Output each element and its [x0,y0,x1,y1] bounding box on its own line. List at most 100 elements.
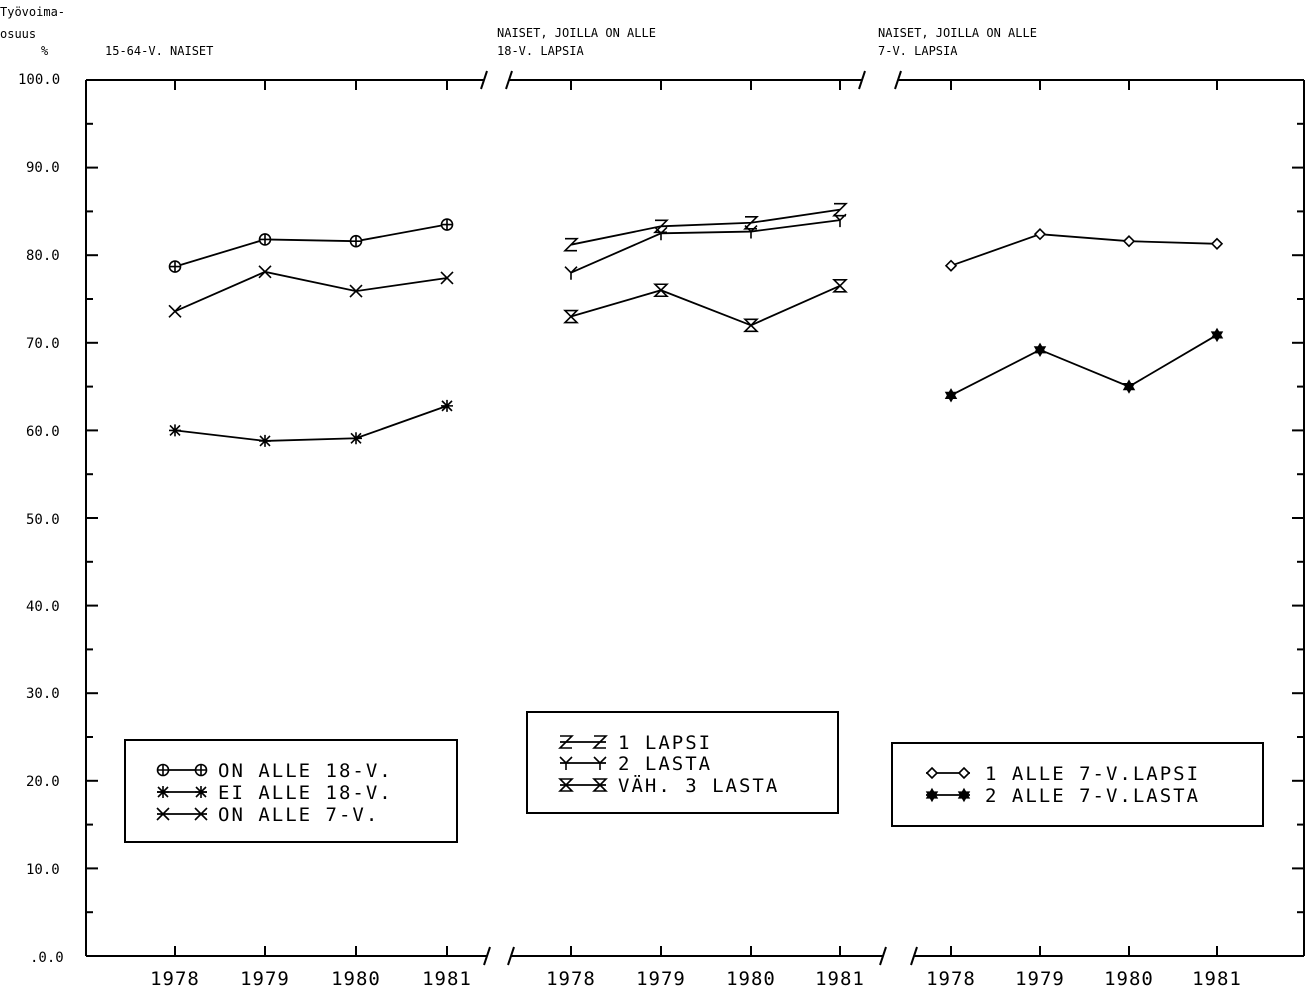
marker-x [156,807,170,821]
marker-Z [563,237,579,252]
y-tick-label: 70.0 [26,336,60,352]
marker-star [925,791,939,803]
marker-x [440,271,454,285]
x-tick-label: 1980 [1104,968,1154,989]
marker-Z [592,735,608,749]
marker-asterisk [157,786,169,798]
legend-label: 2 LASTA [618,753,712,775]
marker-diamond [1210,237,1224,250]
series-line [950,334,1218,397]
marker-star [944,391,958,403]
marker-star [1122,383,1136,394]
y-tick-label: 100.0 [18,72,60,88]
axis-break-mark [910,946,918,966]
marker-x [258,265,272,279]
marker-circle-cross [169,261,181,273]
y-tick-label: 50.0 [26,512,60,528]
marker-Y [833,213,847,228]
x-tick-label: 1981 [1192,968,1242,989]
axis-break-mark [858,70,866,90]
legend-label: ON ALLE 18-V. [218,760,393,782]
marker-Z [832,202,848,217]
marker-star [1033,346,1047,358]
legend-label: 2 ALLE 7-V.LASTA [985,785,1200,807]
marker-hourglass [563,309,579,324]
marker-diamond [1122,235,1136,248]
y-tick-label: 30.0 [26,686,60,702]
marker-diamond [957,766,971,780]
y-axis-unit: % [41,44,49,58]
x-tick-label: 1981 [815,968,865,989]
y-tick-label: 20.0 [26,774,60,790]
marker-hourglass [558,778,574,792]
legend-box-panel3 [891,742,1264,827]
panel3-title-line1: NAISET, JOILLA ON ALLE [878,26,1037,40]
marker-circle-cross [350,235,362,247]
x-tick-label: 1980 [726,968,776,989]
marker-star [957,791,971,803]
marker-diamond [944,259,958,272]
marker-circle-cross [259,233,271,245]
legend-label: 1 LAPSI [618,732,712,754]
marker-Y [593,756,607,770]
marker-x [168,304,182,318]
y-tick-label: 80.0 [26,248,60,264]
marker-asterisk [195,786,207,798]
series-line [174,405,448,442]
marker-x [349,284,363,298]
legend-label: 1 ALLE 7-V.LAPSI [985,763,1200,785]
marker-Y [559,756,573,770]
series-line [570,208,841,246]
series-line [174,270,448,313]
marker-circle-cross [441,219,453,231]
x-tick-label: 1981 [422,968,472,989]
panel3-title-line2: 7-V. LAPSIA [878,44,958,58]
x-tick-label: 1978 [926,968,976,989]
axis-break-mark [480,70,488,90]
panel1-title: 15-64-V. NAISET [105,44,213,58]
marker-asterisk [350,432,362,445]
marker-diamond [1033,228,1047,241]
legend-label: ON ALLE 7-V. [218,804,379,826]
panel2-title-line1: NAISET, JOILLA ON ALLE [497,26,656,40]
legend-box-panel2 [526,711,839,814]
axis-break-mark [879,946,887,966]
marker-hourglass [592,778,608,792]
marker-Y [654,226,668,241]
x-tick-label: 1979 [636,968,686,989]
data-marks [168,202,1224,447]
y-tick-labels: 100.0 90.0 80.0 70.0 60.0 50.0 40.0 30.0… [18,72,64,966]
marker-Z [743,215,759,230]
x-tick-label: 1980 [331,968,381,989]
marker-asterisk [169,424,181,437]
marker-Y [564,266,578,280]
marker-hourglass [832,279,848,293]
x-tick-labels: 1978 1979 1980 1981 1978 1979 1980 1981 … [150,968,1242,989]
y-tick-label: 40.0 [26,599,60,615]
marker-x [194,807,208,821]
x-tick-label: 1979 [240,968,290,989]
marker-hourglass [743,318,759,333]
marker-diamond [925,766,939,780]
marker-circle-cross [195,764,207,776]
marker-hourglass [653,283,669,298]
x-tick-label: 1978 [546,968,596,989]
marker-Z [558,735,574,749]
axis-break-mark [483,946,491,966]
marker-asterisk [259,434,271,447]
plot-frame [85,70,1305,966]
panel2-title-line2: 18-V. LAPSIA [497,44,584,58]
axis-break-mark [507,946,515,966]
y-axis-label-line2: osuus [0,27,36,41]
marker-asterisk [441,399,453,412]
axis-break-mark [505,70,513,90]
series-line [174,223,448,268]
x-tick-label: 1979 [1015,968,1065,989]
axis-break-mark [894,70,902,90]
y-tick-label: .0.0 [30,950,64,966]
x-tick-label: 1978 [150,968,200,989]
y-tick-label: 10.0 [26,862,60,878]
y-axis-label-line1: Työvoima- [0,5,65,19]
y-tick-label: 90.0 [26,160,60,176]
